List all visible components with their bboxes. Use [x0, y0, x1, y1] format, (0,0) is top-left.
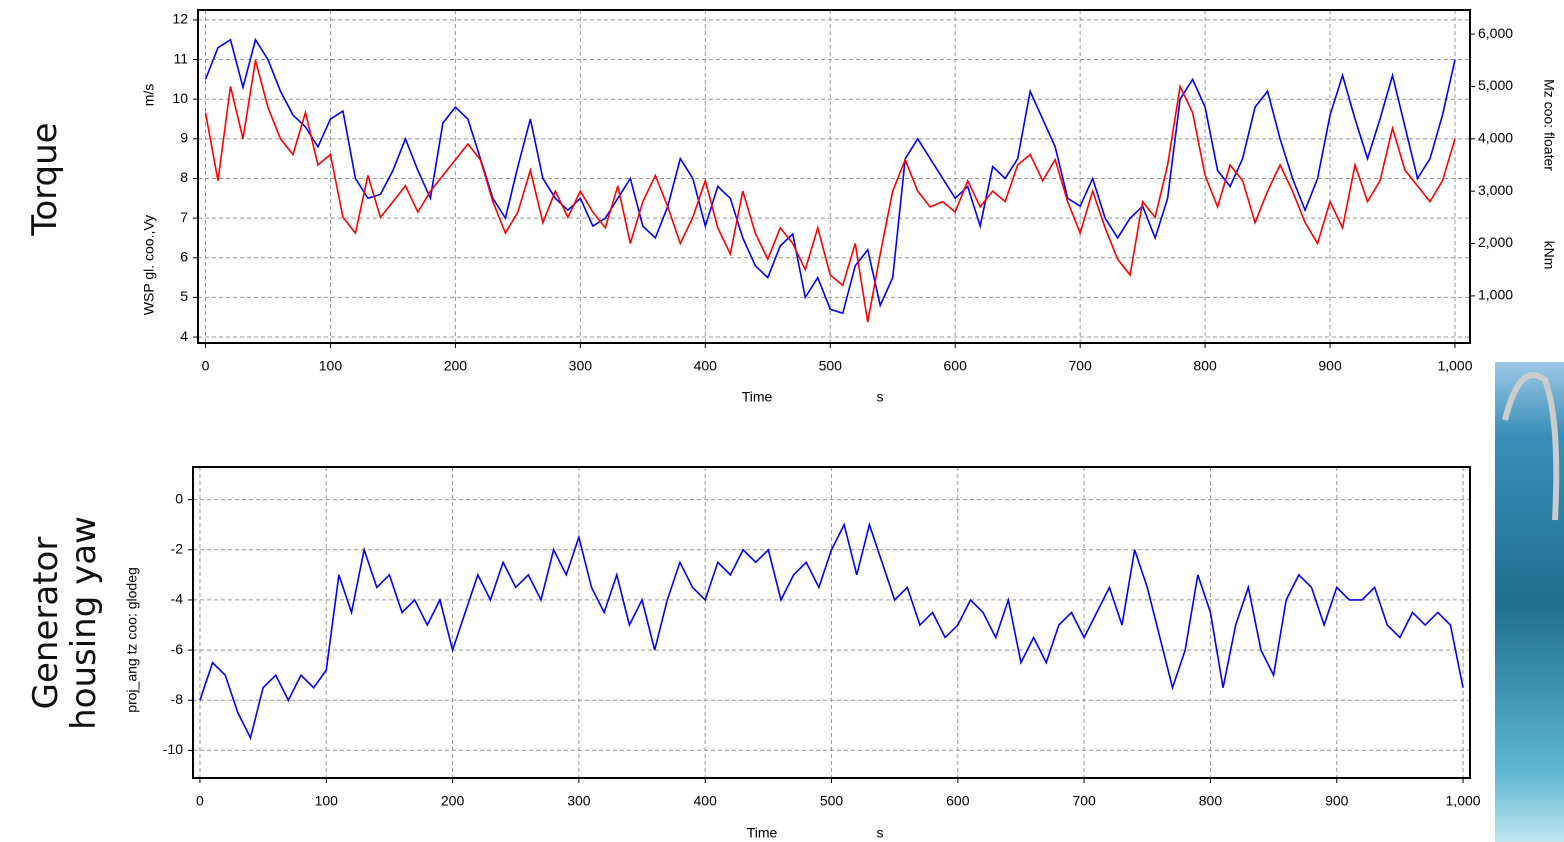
y-tick-label: 0 [175, 490, 183, 506]
y-tick-label: -6 [171, 641, 184, 657]
x-tick-label: 700 [1068, 358, 1092, 374]
y-tick-label: 6 [180, 248, 188, 264]
y2-tick-label: 4,000 [1478, 130, 1513, 146]
y-tick-label: -2 [171, 540, 184, 556]
plot-frame [192, 466, 1471, 779]
y2-axis-label: Mz coo: floater [1541, 79, 1557, 171]
x-tick-label: 500 [819, 358, 843, 374]
x-tick-label: 200 [441, 793, 465, 809]
y-tick-label: 12 [172, 11, 188, 27]
x-tick-label: 800 [1193, 358, 1217, 374]
x-axis-unit: s [877, 825, 884, 841]
y-tick-label: -8 [171, 691, 184, 707]
x-tick-label: 0 [202, 358, 210, 374]
y-tick-label: 5 [180, 288, 188, 304]
y-axis-unit: m/s [141, 84, 157, 107]
data-line [204, 37, 1456, 315]
y-tick-label: 7 [180, 209, 188, 225]
x-tick-label: 1,000 [1446, 793, 1481, 809]
x-tick-label: 400 [694, 793, 718, 809]
y2-tick-label: 1,000 [1478, 287, 1513, 303]
y-tick-label: 10 [172, 90, 188, 106]
y-tick-label: 9 [180, 130, 188, 146]
y2-tick-label: 3,000 [1478, 182, 1513, 198]
x-tick-label: 100 [315, 793, 339, 809]
y2-tick-label: 6,000 [1478, 25, 1513, 41]
y-tick-label: 8 [180, 169, 188, 185]
y-tick-label: -10 [163, 741, 183, 757]
x-tick-label: 700 [1072, 793, 1096, 809]
x-tick-label: 0 [196, 793, 204, 809]
x-tick-label: 200 [444, 358, 468, 374]
x-axis-unit: s [877, 389, 884, 405]
y2-tick-label: 5,000 [1478, 77, 1513, 93]
x-tick-label: 100 [319, 358, 343, 374]
y-tick-label: -4 [171, 591, 184, 607]
x-tick-label: 300 [567, 793, 591, 809]
y-tick-label: 4 [180, 328, 188, 344]
x-tick-label: 600 [944, 358, 968, 374]
y-tick-label: 11 [173, 50, 188, 66]
x-tick-label: 900 [1325, 793, 1349, 809]
x-tick-label: 1,000 [1437, 358, 1472, 374]
x-axis-label: Time [747, 825, 778, 841]
plot-frame [197, 9, 1471, 344]
x-tick-label: 900 [1318, 358, 1342, 374]
y-axis-label: proj_ang tz coo: glodeg [124, 567, 140, 713]
x-axis-label: Time [742, 389, 773, 405]
x-tick-label: 600 [946, 793, 970, 809]
photo-structure [1502, 372, 1560, 521]
y2-axis-unit: kNm [1541, 241, 1557, 270]
x-tick-label: 400 [694, 358, 718, 374]
y2-tick-label: 2,000 [1478, 234, 1513, 250]
data-line [204, 60, 1456, 323]
x-tick-label: 500 [820, 793, 844, 809]
x-tick-label: 300 [569, 358, 593, 374]
y-axis-label: WSP gl. coo.,Vy [141, 215, 157, 315]
x-tick-label: 800 [1199, 793, 1223, 809]
data-line [199, 521, 1464, 741]
